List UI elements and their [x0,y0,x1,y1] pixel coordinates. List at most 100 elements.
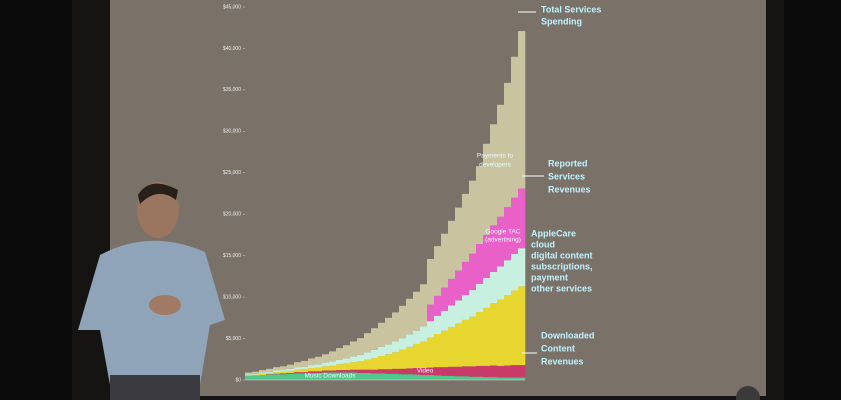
annotation: Revenues [541,356,584,366]
area-segment [252,371,260,374]
y-tick-label: $0 [235,377,241,383]
area-segment [455,323,463,367]
area-segment [511,197,519,255]
area-segment [280,374,288,380]
annotation: payment [531,272,568,282]
area-segment [343,370,351,373]
area-segment [427,337,435,368]
area-segment [518,31,526,189]
presenter [78,182,225,400]
annotation: subscriptions, [531,261,593,271]
area-segment [434,246,442,296]
y-tick-label: $15,000 [223,253,241,259]
area-segment [413,343,421,368]
area-segment [273,370,281,373]
area-segment [476,244,484,284]
area-segment [462,193,470,262]
area-segment [448,375,456,380]
area-segment [490,225,498,272]
area-segment [371,373,379,380]
area-segment [406,368,414,375]
area-segment [322,354,330,363]
area-segment [315,371,323,373]
area-segment [371,328,379,350]
area-segment [483,278,491,308]
area-segment [280,371,288,374]
area-segment [385,369,393,374]
area-segment [287,373,295,380]
area-segment [308,367,316,372]
area-segment [441,310,449,331]
area-segment [490,303,498,366]
area-segment [399,368,407,375]
area-segment [469,253,477,291]
area-segment [287,368,295,371]
area-segment [385,354,393,370]
area-segment [511,290,519,366]
area-segment [462,366,470,377]
area-segment [511,377,519,380]
annotation: Services [548,171,585,181]
area-segment [462,261,470,296]
area-segment [434,315,442,334]
area-segment [483,307,491,366]
area-segment [315,367,323,372]
area-segment [469,180,477,254]
area-segment [273,374,281,380]
area-segment [448,305,456,327]
area-segment [483,234,491,279]
area-segment [469,290,477,317]
area-segment [441,287,449,311]
area-segment [336,372,344,380]
area-segment [469,366,477,377]
annotation: Payments to [477,153,514,160]
area-segment [343,372,351,380]
hair [138,183,178,204]
area-segment [329,372,337,380]
area-segment [476,365,484,377]
area-segment [266,374,274,380]
area-segment [294,362,302,368]
area-segment [245,375,253,376]
area-segment [511,365,519,378]
area-segment [259,370,267,373]
area-segment [336,359,344,365]
area-segment [497,365,505,378]
area-segment [322,370,330,373]
annotation: Music Downloads [305,373,357,380]
annotation: other services [531,283,592,293]
area-segment [287,370,295,373]
y-tick-label: $10,000 [223,294,241,300]
area-segment [490,271,498,304]
area-segment [455,300,463,324]
area-segment [455,207,463,271]
area-segment [301,372,309,374]
y-tick-label: $35,000 [223,87,241,93]
area-segment [287,364,295,369]
area-segment [350,369,358,373]
control-button[interactable] [736,386,760,400]
area-segment [413,330,421,344]
area-segment [301,373,309,380]
area-segment [252,374,260,376]
annotation: developers [479,162,512,169]
area-segment [392,352,400,369]
area-segment [273,367,281,371]
area-segment [329,351,337,362]
area-segment [518,248,526,287]
area-segment [504,207,512,261]
annotation: Revenues [548,184,591,194]
area-segment [371,349,379,359]
area-segment [476,376,484,380]
annotation: Video [417,368,434,375]
area-segment [518,365,526,378]
area-segment [448,278,456,306]
y-tick-label: $5,000 [226,336,242,342]
area-segment [490,365,498,378]
area-segment [511,56,519,198]
area-segment [294,373,302,380]
area-segment [357,372,365,380]
area-segment [301,366,309,370]
area-segment [322,372,330,380]
area-segment [280,373,288,375]
